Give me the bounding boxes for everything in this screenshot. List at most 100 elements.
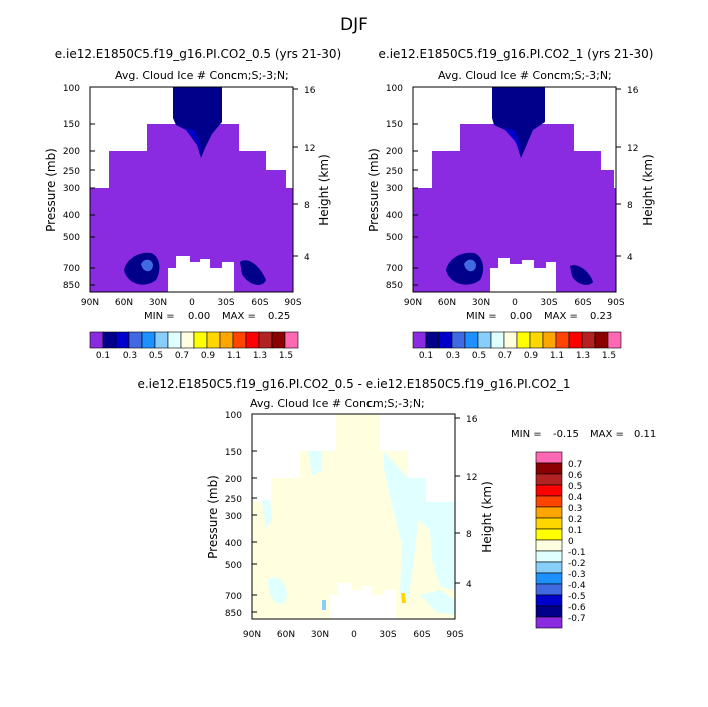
panel-3-ytick-250: 250	[225, 495, 242, 505]
panel-2-ytick-300: 300	[386, 184, 403, 194]
panel-1-max-value: 0.25	[268, 311, 290, 322]
panel-2-colorbar-swatch-6	[490, 331, 505, 349]
panel-1-y2label: Height (km)	[317, 154, 331, 225]
panel-1-colorbar-swatch-9	[206, 331, 221, 349]
panel-3-colorbar-swatch-6	[535, 517, 563, 530]
panel-3-colorbar	[535, 451, 563, 629]
panel-3-xtick-60n: 60N	[277, 630, 295, 640]
panel-3-xaxis-labels: 90N 60N 30N 0 30S 60S 90S	[243, 630, 464, 640]
panel-3-xtick-90n: 90N	[243, 630, 261, 640]
panel-1-cb-label-1: 0.3	[123, 351, 137, 361]
panel-3-cb-label-9: -0.2	[568, 559, 586, 569]
panel-1: e.ie12.E1850C5.f19_g16.PI.CO2_0.5 (yrs 2…	[44, 47, 341, 361]
panel-2-plot	[412, 86, 617, 293]
panel-3-region-light-cyan-left	[262, 500, 272, 528]
panel-3-region-light-cyan-right	[420, 590, 455, 615]
panel-2-region-white-gap	[490, 258, 556, 292]
panel-3-colorbar-swatch-9	[535, 550, 563, 563]
panel-2-region-lower-right-navy	[570, 265, 593, 285]
panel-1-cb-label-2: 0.5	[149, 351, 163, 361]
panel-1-ytick-850: 850	[63, 281, 80, 291]
panel-3-colorbar-swatch-12	[535, 583, 563, 596]
panel-2-frame	[412, 86, 617, 293]
panel-1-region-navy	[173, 87, 222, 158]
panel-2-ytick-700: 700	[386, 264, 403, 274]
panel-3-region-yellow	[401, 593, 406, 603]
panel-2-region-lower-left-blue	[464, 259, 476, 272]
panel-3-colorbar-swatch-0	[535, 451, 563, 464]
panel-1-y2tick-4: 4	[304, 253, 310, 263]
panel-1-title: e.ie12.E1850C5.f19_g16.PI.CO2_0.5 (yrs 2…	[55, 47, 341, 61]
panel-1-y2tick-12: 12	[304, 144, 315, 154]
panel-3-ytick-850: 850	[225, 609, 242, 619]
panel-2-colorbar-swatch-7	[503, 331, 518, 349]
panel-3-colorbar-swatch-1	[535, 462, 563, 475]
panel-3-cb-label-1: 0.6	[568, 471, 583, 481]
panel-3-colorbar-labels: 0.7 0.6 0.5 0.4 0.3 0.2 0.1 0 -0.1 -0.2 …	[568, 460, 586, 624]
panel-3-ytick-400: 400	[225, 539, 242, 549]
panel-3-title: e.ie12.E1850C5.f19_g16.PI.CO2_0.5 - e.ie…	[137, 377, 570, 391]
panel-3-cb-label-4: 0.3	[568, 504, 582, 514]
panel-1-region-blue	[185, 128, 201, 152]
panel-2-xtick-90s: 90S	[607, 298, 624, 308]
panel-1-ytick-300: 300	[63, 184, 80, 194]
panel-3-ytick-700: 700	[225, 592, 242, 602]
panel-3-xtick-60s: 60S	[413, 630, 430, 640]
panel-2-ytick-500: 500	[386, 233, 403, 243]
panel-3-frame	[251, 413, 456, 620]
panel-3-ytick-marks	[252, 413, 460, 613]
panel-3-ylabel: Pressure (mb)	[206, 475, 220, 559]
panel-3-colorbar-swatch-7	[535, 528, 563, 541]
panel-1-colorbar-swatch-0	[89, 331, 104, 349]
panel-1-xtick-60n: 60N	[115, 298, 133, 308]
panel-1-ytick-200: 200	[63, 147, 80, 157]
panel-3-y2axis-labels: 16 12 8 4	[466, 415, 478, 590]
panel-1-ytick-marks	[90, 86, 298, 286]
panel-2-min-value: 0.00	[510, 311, 532, 322]
panel-3-colorbar-swatch-3	[535, 484, 563, 497]
panel-3-colorbar-swatch-15	[535, 616, 563, 629]
panel-2-colorbar-swatch-10	[542, 331, 557, 349]
panel-3-cb-label-3: 0.4	[568, 493, 583, 503]
panel-3-ytick-300: 300	[225, 512, 242, 522]
panel-2-cb-label-1: 0.3	[446, 351, 460, 361]
panel-3-cb-label-12: -0.5	[568, 592, 586, 602]
panel-3-ytick-200: 200	[225, 475, 242, 485]
panel-2-cb-label-4: 0.9	[524, 351, 539, 361]
page-title: DJF	[340, 15, 368, 35]
panel-3-xtick-90s: 90S	[446, 630, 463, 640]
panel-3-xtick-30s: 30S	[379, 630, 396, 640]
panel-1-colorbar-swatch-11	[232, 331, 247, 349]
panel-1-min-label: MIN =	[144, 311, 175, 322]
panel-3-colorbar-swatch-5	[535, 506, 563, 519]
panel-2-colorbar-swatch-0	[412, 331, 427, 349]
panel-3-cb-label-5: 0.2	[568, 515, 582, 525]
panel-1-colorbar-labels: 0.1 0.3 0.5 0.7 0.9 1.1 1.3 1.5	[96, 351, 293, 361]
panel-1-yaxis-labels: 100 150 200 250 300 400 500 700 850	[63, 84, 80, 291]
panel-2-min-label: MIN =	[466, 311, 497, 322]
panel-1-region-lower-right-navy	[240, 260, 266, 285]
panel-1-colorbar-swatch-8	[193, 331, 208, 349]
panel-2-colorbar-swatch-8	[516, 331, 531, 349]
panel-3-max-value: 0.11	[634, 429, 656, 440]
panel-2-ytick-150: 150	[386, 120, 403, 130]
panel-2-ytick-marks	[413, 86, 621, 286]
panel-3-xtick-30n: 30N	[311, 630, 329, 640]
panel-3-colorbar-swatch-13	[535, 594, 563, 607]
panel-2-colorbar-swatch-9	[529, 331, 544, 349]
panel-2: e.ie12.E1850C5.f19_g16.PI.CO2_1 (yrs 21-…	[367, 47, 655, 361]
panel-1-xtick-0: 0	[189, 298, 195, 308]
panel-2-colorbar-swatch-5	[477, 331, 492, 349]
panel-3-cb-label-6: 0.1	[568, 526, 582, 536]
panel-3-plot	[251, 413, 456, 620]
panel-1-min-value: 0.00	[188, 311, 210, 322]
panel-1-ytick-500: 500	[63, 233, 80, 243]
panel-2-units-label: cm;S;-3;N;	[554, 69, 612, 82]
panel-3-ytick-150: 150	[225, 448, 242, 458]
panel-3-region-white-gap	[330, 583, 396, 619]
panel-3: e.ie12.E1850C5.f19_g16.PI.CO2_0.5 - e.ie…	[137, 377, 656, 640]
panel-3-cb-label-13: -0.6	[568, 603, 586, 613]
panel-3-region-light-cyan-top	[308, 451, 322, 476]
panel-2-colorbar-swatch-2	[438, 331, 453, 349]
panel-2-cb-label-0: 0.1	[419, 351, 433, 361]
